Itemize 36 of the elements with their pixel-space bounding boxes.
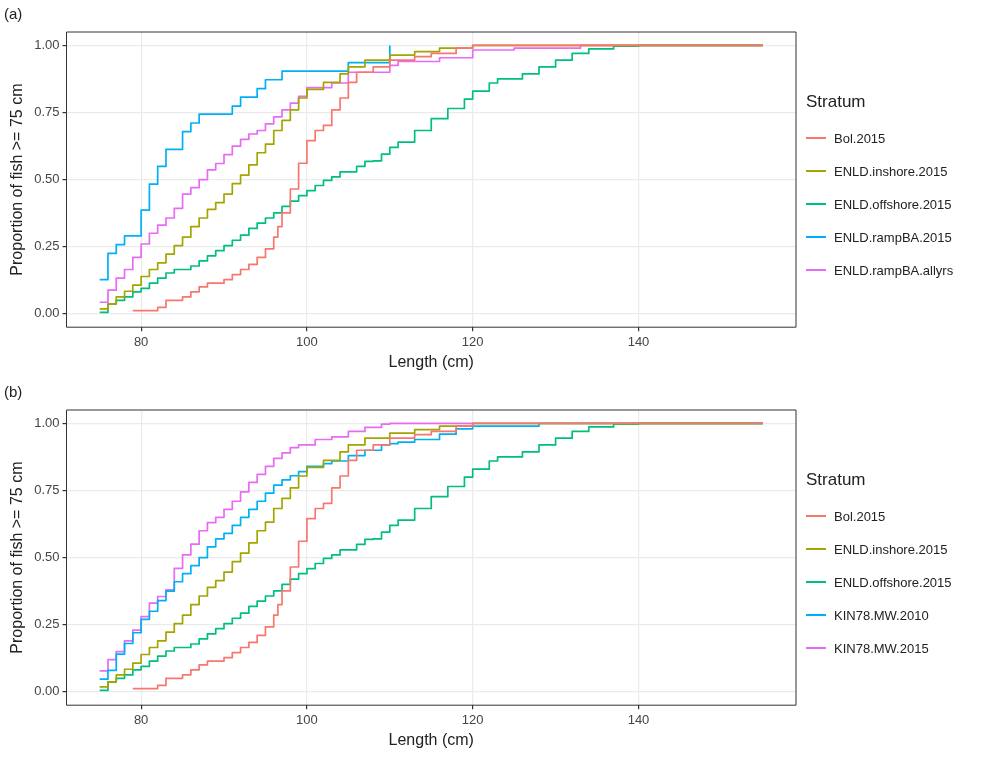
- legend-label: ENLD.offshore.2015: [834, 574, 952, 590]
- y-tick-label: 0.00: [34, 683, 60, 699]
- legend-label: KIN78.MW.2015: [834, 640, 929, 656]
- y-tick-label: 0.00: [34, 305, 60, 321]
- legend-title: Stratum: [806, 469, 867, 490]
- x-tick-label: 140: [627, 333, 650, 349]
- y-tick-label: 0.50: [34, 171, 60, 187]
- legend-label: ENLD.rampBA.2015: [834, 229, 952, 245]
- y-tick-label: 0.25: [34, 238, 60, 254]
- legend-label: ENLD.inshore.2015: [834, 163, 948, 179]
- x-tick-label: 120: [461, 333, 484, 349]
- legend-label: ENLD.inshore.2015: [834, 541, 948, 557]
- legend-label: ENLD.offshore.2015: [834, 196, 952, 212]
- x-tick-label: 80: [133, 711, 149, 727]
- legend-label: KIN78.MW.2010: [834, 607, 929, 623]
- x-tick-label: 100: [296, 711, 318, 727]
- y-axis-title: Proportion of fish >= 75 cm: [8, 461, 26, 654]
- x-axis-title: Length (cm): [388, 730, 474, 748]
- y-tick-label: 0.50: [34, 549, 60, 565]
- x-tick-label: 120: [461, 711, 484, 727]
- legend-label: Bol.2015: [834, 508, 886, 524]
- y-tick-label: 0.25: [34, 616, 60, 632]
- y-tick-label: 0.75: [34, 482, 60, 498]
- legend-title: Stratum: [806, 91, 867, 112]
- legend-label: Bol.2015: [834, 130, 886, 146]
- y-tick-label: 0.75: [34, 104, 60, 120]
- chart-title: (a): [4, 5, 23, 23]
- legend-label: ENLD.rampBA.allyrs: [834, 262, 954, 278]
- x-tick-label: 140: [627, 711, 650, 727]
- y-tick-label: 1.00: [34, 415, 60, 430]
- x-axis-title: Length (cm): [388, 352, 474, 370]
- y-axis-title: Proportion of fish >= 75 cm: [8, 83, 26, 276]
- y-tick-label: 1.00: [34, 37, 60, 52]
- chart-title: (b): [4, 383, 23, 401]
- x-tick-label: 100: [296, 333, 318, 349]
- x-tick-label: 80: [133, 333, 149, 349]
